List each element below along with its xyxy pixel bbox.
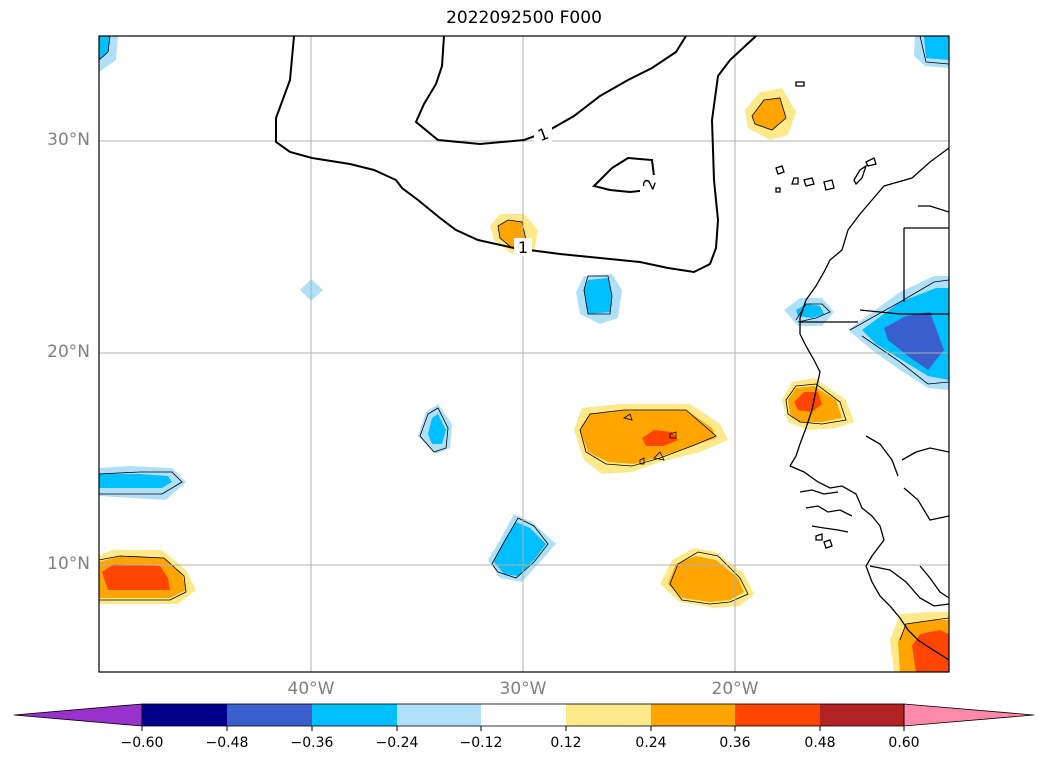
colorbar-seg [820, 704, 904, 726]
colorbar-seg [481, 704, 566, 726]
lon-label-40w: 40°W [287, 679, 335, 699]
colorbar [13, 703, 1035, 731]
colorbar-seg [735, 704, 820, 726]
colorbar-extend-high [903, 703, 1035, 727]
map-frame [98, 35, 950, 673]
colorbar-tick-label: −0.60 [120, 735, 164, 751]
colorbar-tick-label: −0.48 [205, 735, 249, 751]
colorbar-tick-label: 0.12 [550, 735, 582, 751]
anomaly-fill [99, 36, 949, 672]
colorbar-seg [566, 704, 651, 726]
lon-label-30w: 30°W [499, 679, 547, 699]
colorbar-tick-label: −0.24 [375, 735, 419, 751]
map-gridlines [99, 36, 949, 672]
colorbar-tick-label: 0.24 [635, 735, 667, 751]
map-plot-area [99, 36, 949, 672]
colorbar-seg [312, 704, 397, 726]
colorbar-seg [397, 704, 481, 726]
contour-label-1b: 1 [518, 238, 528, 257]
map-title: 2022092500 F000 [446, 8, 602, 28]
lat-label-20n: 20°N [47, 342, 90, 362]
colorbar-seg [142, 704, 227, 726]
lat-label-30n: 30°N [47, 130, 90, 150]
colorbar-tick-label: −0.12 [459, 735, 503, 751]
contour-label-group: 1 1 2 [514, 124, 660, 257]
lat-label-10n: 10°N [47, 554, 90, 574]
colorbar-tick-label: 0.48 [804, 735, 836, 751]
colorbar-tick-label: 0.60 [888, 735, 920, 751]
colorbar-tick-label: 0.36 [719, 735, 751, 751]
colorbar-tick-label: −0.36 [290, 735, 334, 751]
colorbar-seg [227, 704, 312, 726]
colorbar-seg [651, 704, 735, 726]
colorbar-extend-low [13, 703, 143, 727]
lon-label-20w: 20°W [711, 679, 759, 699]
coastline [775, 81, 949, 661]
